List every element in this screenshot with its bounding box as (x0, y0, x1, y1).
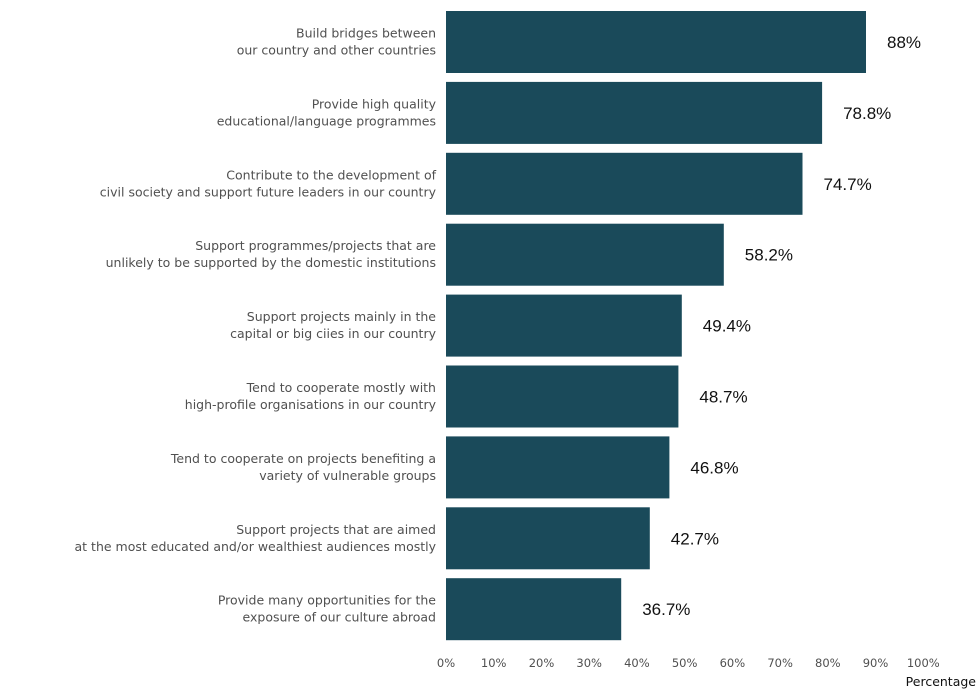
category-label-line: high-profile organisations in our countr… (185, 397, 437, 412)
x-tick-label-5: 50% (672, 656, 698, 670)
category-label-7: Support projects that are aimed at the mo… (75, 522, 437, 554)
x-tick-label-2: 20% (529, 656, 555, 670)
value-label-5: 48.7% (699, 388, 747, 407)
x-tick-labels-group: 0% 10% 20% 30% 40% 50% 60% 70% 80% 90% 100% (437, 656, 940, 670)
category-label-line: Tend to cooperate mostly with (246, 380, 436, 395)
category-label-0: Build bridges between our country and oth… (237, 26, 436, 58)
x-tick-label-0: 0% (437, 656, 455, 670)
value-label-8: 36.7% (642, 600, 690, 619)
bar-2 (446, 152, 803, 215)
value-label-1: 78.8% (843, 104, 891, 123)
category-label-line: Support projects mainly in the (247, 309, 437, 324)
bar-4 (446, 294, 682, 357)
x-tick-label-6: 60% (720, 656, 746, 670)
category-labels-group: Build bridges between our country and oth… (75, 26, 437, 625)
category-label-line: Support programmes/projects that are (195, 238, 436, 253)
category-label-2: Contribute to the development of civil so… (100, 167, 437, 199)
category-label-line: exposure of our culture abroad (243, 610, 436, 625)
bar-7 (446, 507, 650, 570)
x-axis-title: Percentage (906, 674, 977, 689)
category-label-3: Support programmes/projects that are unli… (106, 238, 437, 270)
value-labels-group: 88% 78.8% 74.7% 58.2% 49.4% 48.7% 46.8% 42.7% 36… (642, 33, 921, 619)
x-tick-label-10: 100% (907, 656, 940, 670)
x-tick-label-1: 10% (481, 656, 507, 670)
category-label-line: Build bridges between (296, 26, 436, 41)
bar-5 (446, 365, 679, 428)
category-label-line: capital or big ciies in our country (230, 326, 436, 341)
x-tick-label-3: 30% (576, 656, 602, 670)
bar-0 (446, 11, 866, 73)
category-label-line: Tend to cooperate on projects benefiting… (170, 451, 436, 466)
category-label-line: unlikely to be supported by the domestic… (106, 255, 436, 270)
value-label-3: 58.2% (745, 246, 793, 265)
value-label-2: 74.7% (824, 175, 872, 194)
bar-1 (446, 81, 823, 144)
value-label-6: 46.8% (690, 458, 738, 477)
x-tick-label-9: 90% (863, 656, 889, 670)
category-label-line: Provide high quality (312, 96, 437, 111)
category-label-1: Provide high quality educational/language… (217, 96, 437, 128)
value-label-4: 49.4% (703, 317, 751, 336)
bar-3 (446, 223, 724, 286)
category-label-5: Tend to cooperate mostly with high-profil… (185, 380, 437, 412)
x-tick-label-7: 70% (767, 656, 793, 670)
category-label-line: educational/language programmes (217, 113, 436, 128)
value-label-0: 88% (887, 33, 921, 52)
category-label-line: Contribute to the development of (226, 167, 436, 182)
x-tick-label-8: 80% (815, 656, 841, 670)
bars-group (446, 11, 866, 641)
category-label-4: Support projects mainly in the capital or… (230, 309, 436, 341)
bar-8 (446, 578, 622, 641)
bar-6 (446, 436, 670, 499)
category-label-6: Tend to cooperate on projects benefiting… (170, 451, 436, 483)
x-tick-label-4: 40% (624, 656, 650, 670)
category-label-line: Support projects that are aimed (236, 522, 436, 537)
category-label-line: civil society and support future leaders… (100, 184, 437, 199)
category-label-line: at the most educated and/or wealthiest a… (75, 539, 437, 554)
category-label-line: Provide many opportunities for the (218, 593, 436, 608)
category-label-line: our country and other countries (237, 43, 436, 58)
category-label-8: Provide many opportunities for the exposu… (218, 593, 436, 625)
value-label-7: 42.7% (671, 529, 719, 548)
category-label-line: variety of vulnerable groups (259, 468, 436, 483)
